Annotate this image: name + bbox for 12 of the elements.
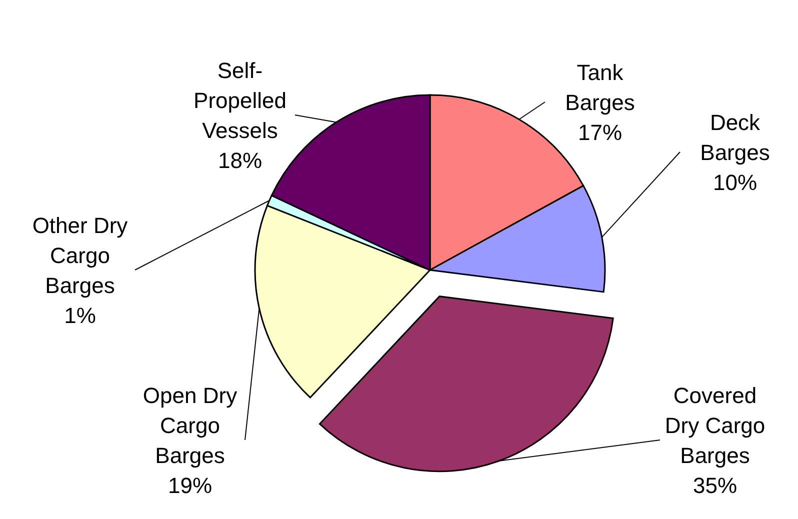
- data-label: 1%: [64, 302, 96, 328]
- slice-label: Tank Barges: [565, 60, 635, 114]
- data-label: 18%: [218, 148, 262, 172]
- data-label: 17%: [578, 120, 622, 144]
- data-label: 35%: [692, 472, 738, 498]
- slice-label: Open Dry Cargo Barges: [142, 382, 238, 468]
- slice-label: Other Dry Cargo Barges: [32, 212, 128, 298]
- data-label: 10%: [712, 170, 758, 194]
- data-label: 19%: [168, 472, 212, 498]
- slice-label: Deck Barges: [700, 110, 770, 164]
- slice-label: Self-Propelled Vessels: [194, 58, 286, 142]
- slice-label: Covered Dry Cargo Barges: [664, 382, 766, 468]
